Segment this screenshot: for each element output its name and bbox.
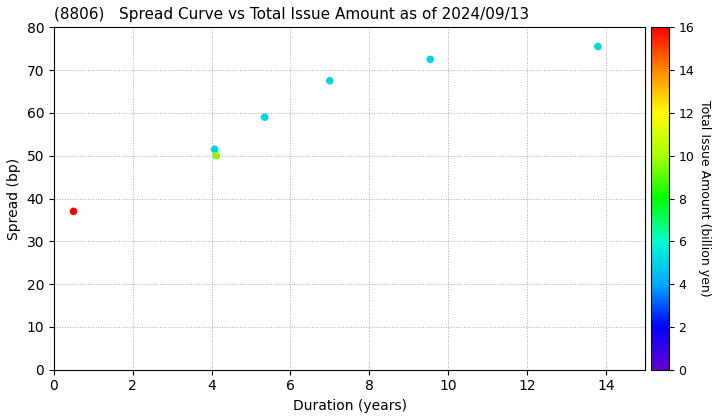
Text: (8806)   Spread Curve vs Total Issue Amount as of 2024/09/13: (8806) Spread Curve vs Total Issue Amoun… <box>54 7 529 22</box>
Point <box>324 77 336 84</box>
Point <box>259 114 271 121</box>
X-axis label: Duration (years): Duration (years) <box>292 399 407 413</box>
Point <box>209 146 220 152</box>
Point <box>425 56 436 63</box>
Point <box>210 152 222 159</box>
Point <box>592 43 603 50</box>
Y-axis label: Total Issue Amount (billion yen): Total Issue Amount (billion yen) <box>698 100 711 297</box>
Point <box>68 208 79 215</box>
Y-axis label: Spread (bp): Spread (bp) <box>7 158 21 239</box>
